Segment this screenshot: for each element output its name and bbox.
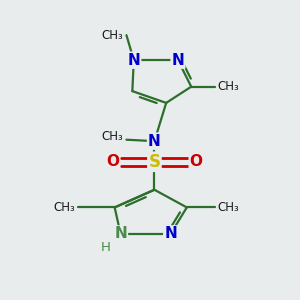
Text: N: N	[164, 226, 177, 242]
Text: CH₃: CH₃	[53, 201, 75, 214]
Text: CH₃: CH₃	[218, 80, 239, 93]
Text: O: O	[190, 154, 203, 169]
Text: O: O	[106, 154, 119, 169]
Text: S: S	[148, 153, 160, 171]
Text: N: N	[114, 226, 127, 242]
Text: H: H	[100, 241, 110, 254]
Text: CH₃: CH₃	[102, 130, 124, 143]
Text: N: N	[128, 53, 140, 68]
Text: N: N	[172, 53, 184, 68]
Text: CH₃: CH₃	[102, 29, 124, 42]
Text: N: N	[148, 134, 161, 149]
Text: CH₃: CH₃	[218, 201, 239, 214]
